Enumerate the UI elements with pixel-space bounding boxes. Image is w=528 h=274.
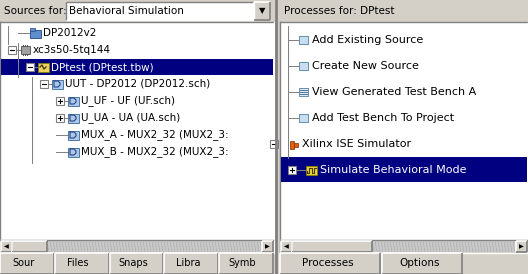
Bar	[1, 241, 12, 252]
Text: Files: Files	[68, 258, 89, 269]
Bar	[66, 2, 254, 20]
Bar	[270, 140, 278, 148]
Bar	[299, 62, 308, 70]
Bar	[219, 253, 273, 274]
Text: Options: Options	[400, 258, 440, 269]
Bar	[56, 97, 64, 105]
Bar	[30, 28, 35, 31]
Text: Sour: Sour	[12, 258, 34, 269]
Text: Behavioral Simulation: Behavioral Simulation	[69, 6, 184, 16]
Text: UUT - DP2012 (DP2012.sch): UUT - DP2012 (DP2012.sch)	[65, 79, 210, 89]
Text: Libra: Libra	[175, 258, 200, 269]
Bar	[0, 22, 274, 240]
Bar	[280, 22, 528, 240]
Bar	[56, 114, 64, 122]
Bar	[292, 241, 372, 252]
Bar	[8, 46, 16, 54]
Text: Create New Source: Create New Source	[312, 61, 419, 71]
Text: Xilinx ISE Simulator: Xilinx ISE Simulator	[302, 139, 411, 149]
Bar	[164, 253, 218, 274]
Bar	[55, 253, 109, 274]
Text: U_UA - UA (UA.sch): U_UA - UA (UA.sch)	[81, 113, 180, 124]
Bar	[26, 63, 34, 71]
Bar	[254, 2, 270, 20]
Text: Snaps: Snaps	[118, 258, 148, 269]
Bar	[280, 253, 380, 274]
Bar	[68, 114, 79, 123]
Bar	[110, 253, 163, 274]
Bar	[280, 240, 528, 253]
Text: Simulate Behavioral Mode: Simulate Behavioral Mode	[320, 165, 467, 175]
Bar	[0, 240, 274, 253]
Text: Symb: Symb	[229, 258, 257, 269]
Text: View Generated Test Bench A: View Generated Test Bench A	[312, 87, 476, 97]
Bar	[280, 0, 528, 22]
Text: ◀: ◀	[4, 244, 9, 249]
Bar	[30, 30, 41, 38]
Text: DP2012v2: DP2012v2	[43, 28, 97, 38]
Bar	[306, 166, 317, 175]
Bar	[47, 241, 262, 252]
Bar	[68, 131, 79, 140]
Bar	[21, 46, 30, 54]
Bar	[294, 143, 298, 147]
Bar	[40, 80, 48, 88]
Bar	[68, 148, 79, 157]
Bar	[52, 80, 63, 89]
Text: ◀: ◀	[284, 244, 289, 249]
Bar	[38, 63, 49, 72]
Text: U_UF - UF (UF.sch): U_UF - UF (UF.sch)	[81, 96, 175, 107]
Text: Add Existing Source: Add Existing Source	[312, 35, 423, 45]
Bar	[0, 240, 274, 253]
Bar	[290, 141, 294, 149]
Text: Sources for:: Sources for:	[4, 6, 67, 16]
Bar	[299, 114, 308, 122]
Bar	[262, 241, 273, 252]
Bar	[0, 0, 274, 22]
Bar	[0, 253, 54, 274]
Text: Add Test Bench To Project: Add Test Bench To Project	[312, 113, 454, 123]
Text: DPtest (DPtest.tbw): DPtest (DPtest.tbw)	[51, 62, 154, 72]
Bar	[288, 166, 296, 174]
Text: Processes: Processes	[302, 258, 354, 269]
Text: ▼: ▼	[259, 7, 265, 16]
Bar	[68, 97, 79, 106]
Bar	[516, 241, 527, 252]
Text: ▶: ▶	[265, 244, 270, 249]
Bar	[281, 157, 527, 182]
Bar	[12, 241, 47, 252]
Text: MUX_B - MUX2_32 (MUX2_3:: MUX_B - MUX2_32 (MUX2_3:	[81, 147, 229, 158]
Text: xc3s50-5tq144: xc3s50-5tq144	[33, 45, 111, 55]
Bar	[299, 88, 308, 96]
Text: Processes for: DPtest: Processes for: DPtest	[284, 6, 394, 16]
Text: ▶: ▶	[519, 244, 524, 249]
Bar	[281, 241, 292, 252]
Bar	[1, 59, 273, 75]
Bar	[382, 253, 462, 274]
Text: MUX_A - MUX2_32 (MUX2_3:: MUX_A - MUX2_32 (MUX2_3:	[81, 130, 229, 141]
Bar	[372, 241, 516, 252]
Bar	[299, 36, 308, 44]
Bar	[280, 240, 528, 253]
